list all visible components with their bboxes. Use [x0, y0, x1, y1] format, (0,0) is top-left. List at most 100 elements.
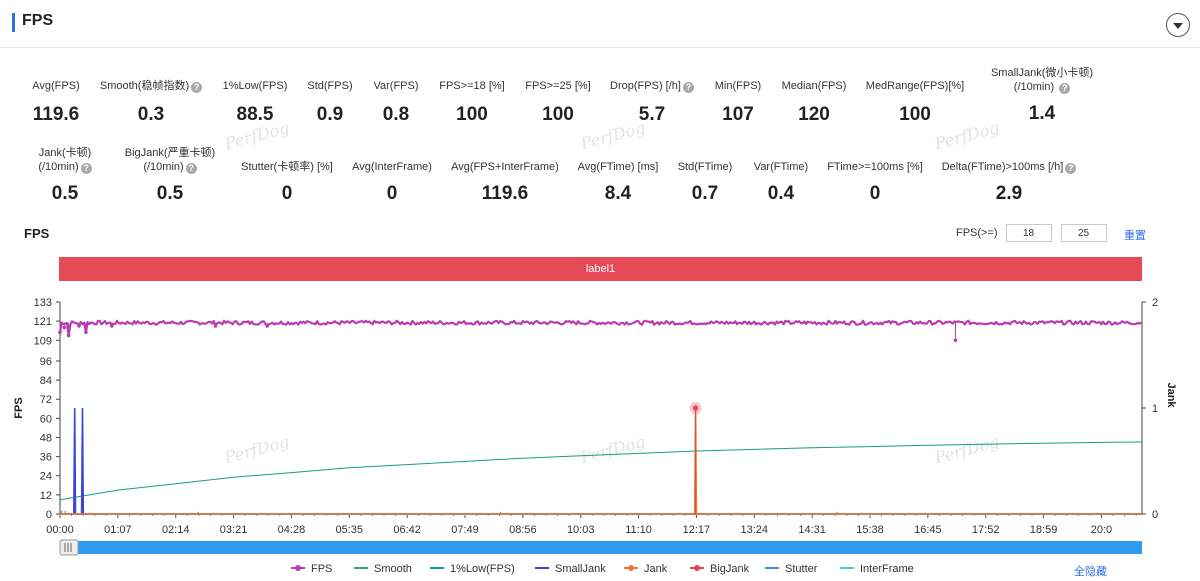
x-tick-label: 20:0 — [1091, 524, 1112, 536]
metric-label: (/10min)? — [100, 160, 240, 174]
metric-label: Median(FPS) — [754, 79, 874, 93]
reset-link[interactable]: 重置 — [1124, 230, 1146, 242]
metric-label: Delta(FTime)>100ms [/h]? — [939, 160, 1079, 174]
scrollbar-handle — [59, 539, 79, 556]
x-tick-label: 07:49 — [451, 524, 479, 536]
metric-label: Avg(FTime) [ms] — [548, 160, 688, 174]
label-band[interactable]: label1 — [59, 257, 1142, 281]
collapse-chevron-icon[interactable] — [1166, 13, 1190, 37]
metric-value: 8.4 — [604, 183, 632, 204]
metric-label: Jank(卡顿) — [38, 147, 92, 159]
metric-r2-6: Std(FTime) 0.7 — [635, 146, 775, 205]
metric-label-text: (/10min) — [143, 161, 184, 173]
help-icon[interactable]: ? — [185, 163, 197, 174]
x-tick-label: 05:35 — [336, 524, 364, 536]
metric-0: Avg(FPS) 119.6 — [0, 79, 116, 126]
x-tick-label: 11:10 — [625, 524, 652, 536]
help-icon[interactable]: ? — [1059, 83, 1071, 94]
legend-label: InterFrame — [860, 563, 914, 575]
legend-item-1-low-fps-[interactable]: 1%Low(FPS) — [430, 563, 515, 575]
legend-label: BigJank — [710, 563, 750, 575]
x-tick-label: 13:24 — [741, 524, 769, 536]
metric-label-text: 1%Low(FPS) — [222, 80, 288, 92]
metric-value: 120 — [798, 104, 830, 125]
metric-label-text: Median(FPS) — [781, 80, 847, 92]
legend-swatch — [291, 565, 305, 571]
metric-value: 0.7 — [691, 183, 719, 204]
metric-8: Min(FPS) 107 — [678, 79, 798, 126]
metric-label-text: Smooth(稳帧指数) — [99, 80, 190, 92]
y-axis-title: FPS — [13, 397, 25, 418]
legend-item-smooth[interactable]: Smooth — [354, 563, 412, 575]
legend-label: FPS — [311, 563, 333, 575]
y-tick-label: 133 — [34, 297, 52, 309]
series-smalljank-line — [60, 407, 1142, 515]
metric-label: BigJank(严重卡顿) — [124, 147, 216, 159]
hide-all-link[interactable]: 全隐藏 — [1074, 566, 1107, 578]
metric-value: 0.3 — [137, 104, 165, 125]
metric-value: 119.6 — [481, 183, 529, 204]
bigjank-point — [692, 405, 699, 411]
x-tick-label: 14:31 — [798, 524, 826, 536]
chart-legend: FPS Smooth 1%Low(FPS) SmallJank Jank BigJank S… — [0, 563, 1200, 579]
metric-label: Std(FTime) — [635, 160, 775, 174]
fps-threshold-input-1[interactable] — [1006, 224, 1052, 242]
metric-r2-2: Stutter(卡顿率) [%] 0 — [217, 146, 357, 205]
fps-threshold-label: FPS(>=) — [956, 227, 998, 239]
fps-dip-point — [62, 325, 67, 330]
metric-value: 0.5 — [156, 183, 184, 204]
y-tick-label: 109 — [34, 335, 52, 347]
legend-swatch — [840, 567, 854, 569]
help-icon[interactable]: ? — [1065, 163, 1077, 174]
legend-swatch — [624, 565, 638, 571]
legend-label: Stutter — [785, 563, 818, 575]
metric-4: Var(FPS) 0.8 — [336, 79, 456, 126]
legend-item-jank[interactable]: Jank — [624, 563, 667, 575]
y-tick-label: 60 — [40, 413, 52, 425]
metric-10: MedRange(FPS)[%] 100 — [855, 79, 975, 126]
chart-scrollbar — [59, 539, 1142, 556]
metric-value: 119.6 — [32, 104, 80, 125]
help-icon[interactable]: ? — [80, 163, 92, 174]
y-tick-label: 12 — [40, 490, 52, 502]
help-icon[interactable]: ? — [682, 82, 694, 93]
metric-value: 0.8 — [382, 104, 410, 125]
x-tick-label: 03:21 — [220, 524, 248, 536]
legend-label: 1%Low(FPS) — [450, 563, 515, 575]
metric-label: Std(FPS) — [270, 79, 390, 93]
fps-dip-point — [84, 330, 88, 335]
metric-r2-4: Avg(FPS+InterFrame) 119.6 — [435, 146, 575, 205]
legend-item-interframe[interactable]: InterFrame — [840, 563, 914, 575]
metric-label-text: (/10min) — [38, 161, 79, 173]
metric-label: FPS>=18 [%] — [412, 79, 532, 93]
metric-label: Drop(FPS) [/h]? — [592, 79, 712, 93]
metric-label-text: FPS>=25 [%] — [525, 80, 591, 92]
metric-label: Min(FPS) — [678, 79, 798, 93]
legend-item-smalljank[interactable]: SmallJank — [535, 563, 606, 575]
metric-label: MedRange(FPS)[%] — [855, 79, 975, 93]
metric-value: 1.4 — [1028, 103, 1056, 124]
x-tick-label: 17:52 — [972, 524, 1000, 536]
metric-value: 100 — [899, 104, 931, 125]
metric-label-text: Delta(FTime)>100ms [/h] — [941, 161, 1064, 173]
x-tick-label: 15:38 — [856, 524, 884, 536]
x-tick-label: 16:45 — [914, 524, 942, 536]
legend-label: Jank — [644, 563, 668, 575]
metric-label-text: Std(FTime) — [677, 161, 733, 173]
legend-item-fps[interactable]: FPS — [291, 563, 332, 575]
metric-label-text: Avg(InterFrame) — [352, 161, 432, 173]
y-tick-label: 96 — [40, 356, 52, 368]
y2-tick-label: 0 — [1152, 509, 1158, 521]
metric-label-text: FPS>=18 [%] — [439, 80, 505, 92]
legend-item-stutter[interactable]: Stutter — [765, 563, 817, 575]
metric-r2-5: Avg(FTime) [ms] 8.4 — [548, 146, 688, 205]
legend-item-bigjank[interactable]: BigJank — [690, 563, 749, 575]
help-icon[interactable]: ? — [191, 82, 203, 93]
fps-threshold-input-2[interactable] — [1061, 224, 1107, 242]
metric-value: 0.4 — [767, 183, 795, 204]
metric-r2-7: Var(FTime) 0.4 — [711, 146, 851, 205]
y-tick-label: 24 — [40, 471, 52, 483]
metric-value: 5.7 — [638, 104, 666, 125]
metric-label: SmallJank(微小卡顿) — [990, 67, 1094, 79]
metric-label-text: Avg(FPS) — [32, 80, 80, 92]
